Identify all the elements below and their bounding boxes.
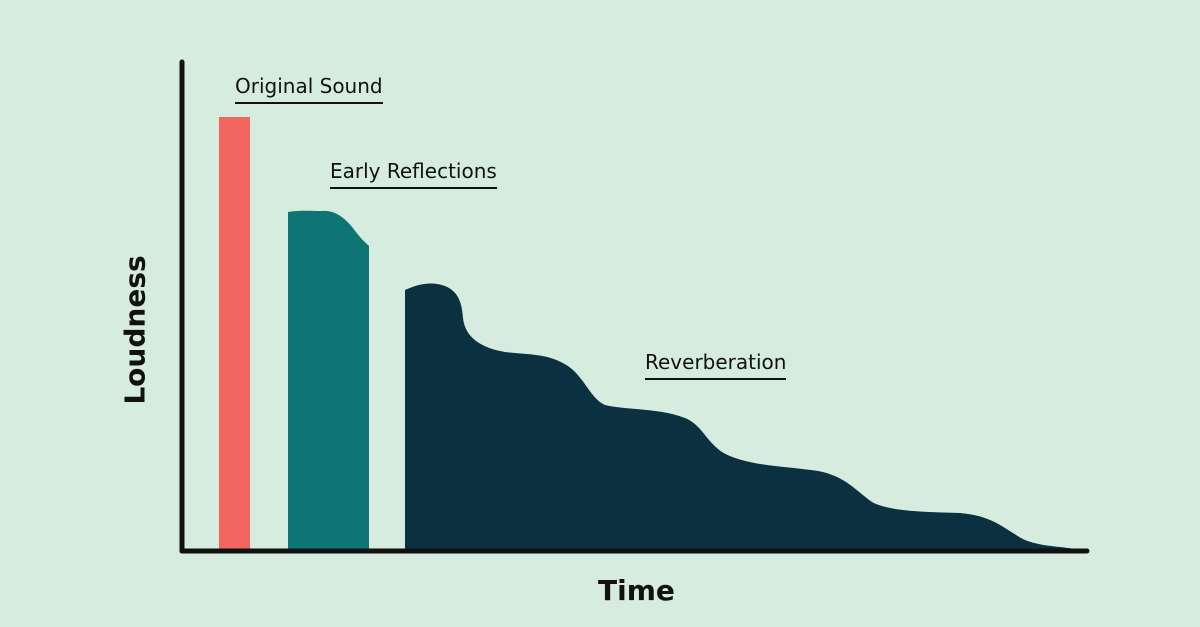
original-sound-annotation: Original Sound [235, 74, 383, 104]
x-axis-title: Time [598, 574, 675, 607]
reverberation-label: Reverberation [645, 350, 787, 374]
early-reflections-shape [288, 210, 369, 551]
y-axis-title: Loudness [118, 255, 152, 405]
reverberation-shape [405, 283, 1083, 551]
original-sound-underline [235, 102, 383, 104]
original-sound-bar [219, 117, 250, 551]
reverberation-annotation: Reverberation [645, 350, 787, 380]
early-reflections-annotation: Early Reflections [330, 159, 497, 189]
reverberation-underline [645, 378, 787, 380]
original-sound-label: Original Sound [235, 74, 383, 98]
early-reflections-label: Early Reflections [330, 159, 497, 183]
early-reflections-underline [330, 187, 497, 189]
